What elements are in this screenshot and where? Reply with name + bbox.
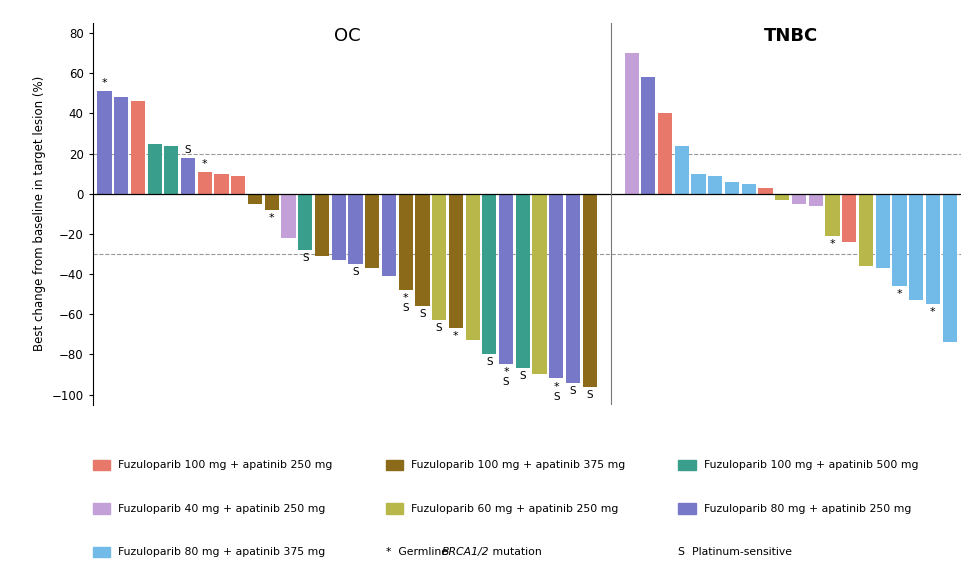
Text: *: * xyxy=(504,368,508,377)
Bar xyxy=(583,194,597,387)
Bar xyxy=(114,98,128,194)
Bar xyxy=(566,194,580,383)
Bar xyxy=(926,194,940,304)
Text: *: * xyxy=(830,239,835,249)
Bar xyxy=(515,194,530,368)
Text: S: S xyxy=(436,323,442,334)
Bar xyxy=(231,176,245,194)
Text: Fuzuloparib 100 mg + apatinib 375 mg: Fuzuloparib 100 mg + apatinib 375 mg xyxy=(411,460,626,470)
Text: Fuzuloparib 80 mg + apatinib 250 mg: Fuzuloparib 80 mg + apatinib 250 mg xyxy=(704,503,911,514)
Text: *: * xyxy=(897,289,902,299)
Bar xyxy=(909,194,923,300)
Bar xyxy=(98,91,111,194)
Bar xyxy=(449,194,463,328)
Text: Fuzuloparib 80 mg + apatinib 375 mg: Fuzuloparib 80 mg + apatinib 375 mg xyxy=(118,547,325,557)
Bar xyxy=(775,194,790,200)
Bar xyxy=(943,194,956,342)
Text: S: S xyxy=(570,386,577,395)
Bar xyxy=(859,194,874,266)
Bar xyxy=(131,101,145,194)
Bar xyxy=(365,194,380,268)
Bar xyxy=(466,194,480,340)
Text: S: S xyxy=(402,303,409,313)
Text: S  Platinum-sensitive: S Platinum-sensitive xyxy=(678,547,793,557)
Text: *: * xyxy=(269,213,274,223)
Bar xyxy=(674,146,689,194)
Bar xyxy=(742,184,756,194)
Bar xyxy=(215,174,228,194)
Text: S: S xyxy=(486,357,493,368)
Text: *: * xyxy=(202,159,208,169)
Text: *: * xyxy=(403,293,409,303)
Bar xyxy=(164,146,179,194)
Text: mutation: mutation xyxy=(489,547,542,557)
Bar xyxy=(709,176,722,194)
Bar xyxy=(725,181,739,194)
Bar xyxy=(332,194,346,260)
Bar xyxy=(264,194,279,210)
Bar xyxy=(892,194,907,286)
Bar xyxy=(416,194,429,306)
Bar xyxy=(809,194,823,206)
Bar xyxy=(499,194,513,365)
Bar xyxy=(641,77,656,194)
Text: S: S xyxy=(503,377,509,387)
Bar xyxy=(315,194,329,256)
Text: BRCA1/2: BRCA1/2 xyxy=(442,547,490,557)
Text: Fuzuloparib 60 mg + apatinib 250 mg: Fuzuloparib 60 mg + apatinib 250 mg xyxy=(411,503,618,514)
Bar xyxy=(432,194,446,320)
Bar xyxy=(298,194,312,250)
Text: TNBC: TNBC xyxy=(763,27,818,45)
Text: S: S xyxy=(419,309,426,319)
Text: *: * xyxy=(553,381,559,391)
Text: S: S xyxy=(553,391,559,402)
Bar xyxy=(792,194,806,204)
Text: Fuzuloparib 100 mg + apatinib 250 mg: Fuzuloparib 100 mg + apatinib 250 mg xyxy=(118,460,333,470)
Y-axis label: Best change from baseline in target lesion (%): Best change from baseline in target lesi… xyxy=(33,76,46,351)
Text: S: S xyxy=(352,267,359,277)
Text: S: S xyxy=(184,144,191,155)
Text: *: * xyxy=(102,79,107,88)
Bar xyxy=(842,194,856,242)
Bar xyxy=(826,194,839,236)
Bar xyxy=(147,143,162,194)
Text: *: * xyxy=(930,307,936,317)
Bar xyxy=(382,194,396,276)
Bar xyxy=(549,194,563,379)
Bar xyxy=(248,194,263,204)
Bar xyxy=(875,194,890,268)
Text: *: * xyxy=(453,331,459,342)
Text: Fuzuloparib 100 mg + apatinib 500 mg: Fuzuloparib 100 mg + apatinib 500 mg xyxy=(704,460,918,470)
Bar xyxy=(482,194,497,354)
Bar xyxy=(198,172,212,194)
Bar xyxy=(691,174,706,194)
Bar xyxy=(348,194,363,264)
Bar xyxy=(281,194,296,238)
Text: S: S xyxy=(302,253,308,263)
Bar xyxy=(658,113,672,194)
Bar xyxy=(625,53,638,194)
Bar xyxy=(398,194,413,290)
Bar xyxy=(533,194,547,375)
Text: S: S xyxy=(587,390,593,399)
Bar xyxy=(758,188,773,194)
Text: OC: OC xyxy=(334,27,360,45)
Bar xyxy=(181,158,195,194)
Text: S: S xyxy=(519,372,526,381)
Text: Fuzuloparib 40 mg + apatinib 250 mg: Fuzuloparib 40 mg + apatinib 250 mg xyxy=(118,503,325,514)
Text: *  Germline: * Germline xyxy=(386,547,451,557)
